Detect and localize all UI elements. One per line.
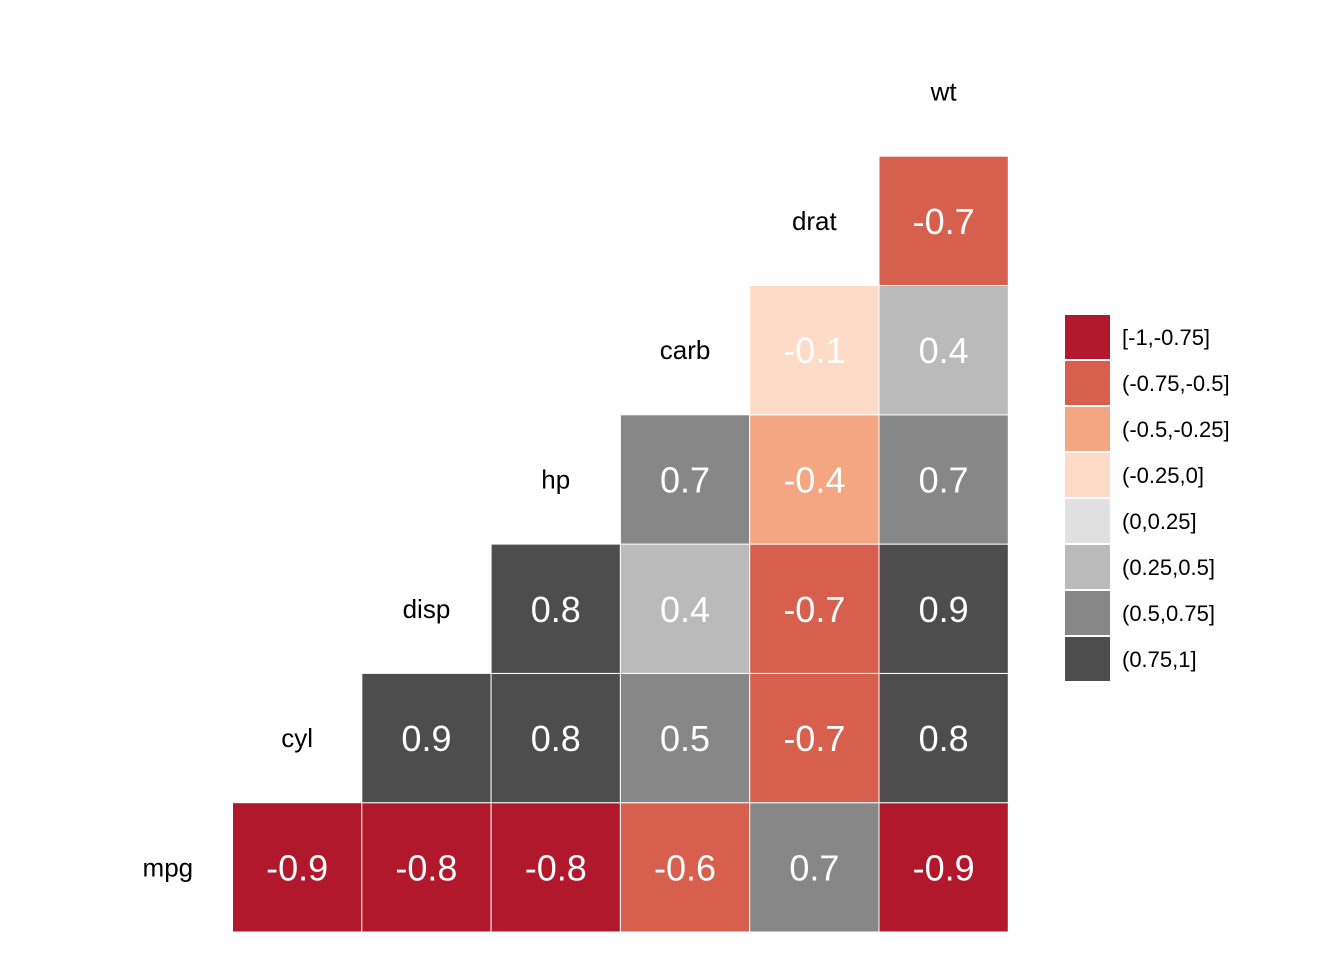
heatmap-cell-hp-wt	[878, 414, 1009, 545]
cell-value-label: -0.7	[783, 589, 845, 630]
cell-value-label: 0.4	[660, 589, 710, 630]
heatmap-cell-mpg-carb	[619, 802, 751, 933]
legend-swatch	[1065, 407, 1110, 451]
cell-value-label: 0.9	[919, 589, 969, 630]
cell-value-label: 0.5	[660, 718, 710, 759]
heatmap-cell-carb-drat	[749, 285, 880, 416]
legend-label: (-0.75,-0.5]	[1122, 371, 1230, 396]
variable-label-carb: carb	[660, 335, 711, 365]
heatmap-cell-cyl-disp	[361, 672, 492, 804]
cell-value-label: -0.1	[783, 330, 845, 371]
legend-label: (0.25,0.5]	[1122, 555, 1215, 580]
legend-swatch	[1065, 545, 1110, 589]
cell-value-label: -0.9	[913, 847, 975, 888]
heatmap-cell-cyl-wt	[878, 672, 1009, 804]
legend-label: (-0.5,-0.25]	[1122, 417, 1230, 442]
legend-label: (0.5,0.75]	[1122, 601, 1215, 626]
cell-value-label: -0.7	[913, 201, 975, 242]
legend-swatch	[1065, 361, 1110, 405]
cell-value-label: 0.8	[531, 589, 581, 630]
cell-value-label: -0.4	[783, 459, 845, 500]
cell-value-label: -0.6	[654, 847, 716, 888]
legend: [-1,-0.75] (-0.75,-0.5] (-0.5,-0.25] (-0.25…	[1065, 315, 1230, 681]
heatmap-cell-mpg-cyl	[232, 802, 363, 933]
cell-value-label: 0.7	[789, 847, 839, 888]
heatmap-cell-cyl-carb	[619, 672, 751, 804]
heatmap-cell-mpg-wt	[878, 802, 1009, 933]
cell-value-label: 0.4	[919, 330, 969, 371]
heatmap-cell-drat-wt	[878, 155, 1009, 286]
variable-labels: mpg cyl disp hp carb drat wt	[143, 77, 958, 883]
legend-swatch	[1065, 453, 1110, 497]
cell-value-label: 0.7	[919, 459, 969, 500]
cell-value-label: 0.8	[531, 718, 581, 759]
cell-value-label: -0.7	[783, 718, 845, 759]
legend-swatch	[1065, 499, 1110, 543]
variable-label-wt: wt	[930, 77, 958, 107]
legend-label: [-1,-0.75]	[1122, 325, 1210, 350]
heatmap-cell-disp-hp	[490, 543, 621, 674]
cell-value-label: 0.8	[919, 718, 969, 759]
heatmap-cell-disp-wt	[878, 543, 1009, 674]
legend-label: (0.75,1]	[1122, 647, 1197, 672]
heatmap-cell-hp-carb	[619, 414, 751, 545]
heatmap-cell-carb-wt	[878, 285, 1009, 416]
variable-label-mpg: mpg	[143, 852, 194, 882]
cell-value-label: 0.7	[660, 459, 710, 500]
cell-value-label: -0.8	[525, 847, 587, 888]
variable-label-hp: hp	[541, 464, 570, 494]
legend-swatch	[1065, 637, 1110, 681]
cell-value-label: 0.9	[401, 718, 451, 759]
heatmap-cell-disp-carb	[619, 543, 751, 674]
legend-label: (-0.25,0]	[1122, 463, 1204, 488]
heatmap-cell-cyl-hp	[490, 672, 621, 804]
cell-value-label: -0.9	[266, 847, 328, 888]
heatmap-cell-mpg-disp	[361, 802, 492, 933]
heatmap-cells: -0.9 -0.8 -0.8 -0.6 0.7 -0.9 0.9 0.8 0.5 -0.7 0.8 0…	[232, 155, 1009, 933]
variable-label-cyl: cyl	[281, 723, 313, 753]
legend-label: (0,0.25]	[1122, 509, 1197, 534]
heatmap-cell-mpg-drat	[749, 802, 880, 933]
variable-label-disp: disp	[403, 594, 451, 624]
legend-swatch	[1065, 315, 1110, 359]
heatmap-cell-hp-drat	[749, 414, 880, 545]
variable-label-drat: drat	[792, 206, 838, 236]
cell-value-label: -0.8	[395, 847, 457, 888]
legend-swatch	[1065, 591, 1110, 635]
heatmap-cell-cyl-drat	[749, 672, 880, 804]
